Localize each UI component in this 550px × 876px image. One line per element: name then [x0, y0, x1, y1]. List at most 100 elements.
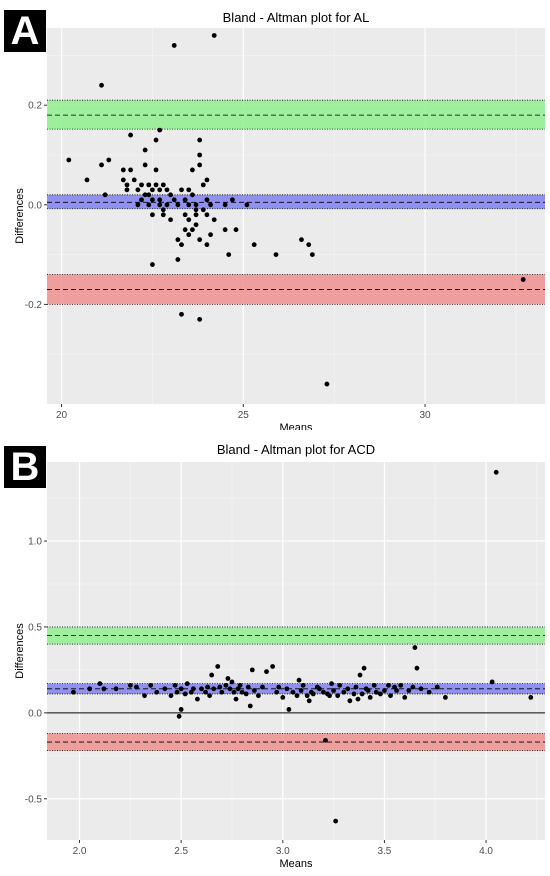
panel-b: B 2.0 2.5 3.0 3.5 4.0 -0.5 0.0 0.5 1.0 Bland - Al…: [0, 436, 550, 871]
data-point: [186, 187, 192, 193]
data-point: [251, 242, 257, 248]
data-point: [182, 212, 188, 218]
data-point: [197, 152, 203, 158]
x-tick-label: 3.0: [276, 846, 290, 857]
data-point: [211, 686, 217, 692]
data-point: [66, 157, 72, 163]
data-point: [357, 672, 363, 678]
data-point: [203, 689, 208, 695]
data-point: [211, 217, 217, 223]
data-point: [290, 689, 296, 695]
data-point: [197, 137, 203, 143]
data-point: [168, 217, 173, 223]
data-point: [222, 227, 228, 233]
data-point: [142, 147, 148, 153]
data-point: [296, 677, 302, 683]
data-point: [273, 252, 279, 257]
data-point: [204, 197, 210, 203]
data-point: [233, 227, 239, 233]
data-point: [351, 691, 357, 697]
data-point: [299, 237, 304, 243]
data-point: [227, 686, 233, 692]
data-point: [113, 686, 119, 692]
data-point: [171, 43, 177, 48]
data-point: [205, 684, 210, 690]
data-point: [153, 137, 159, 143]
bland-altman-chart-acd: 2.0 2.5 3.0 3.5 4.0 -0.5 0.0 0.5 1.0 Bland - Altm…: [14, 442, 545, 870]
data-point: [186, 232, 192, 238]
data-point: [414, 665, 420, 671]
data-point: [306, 242, 312, 248]
data-point: [309, 252, 315, 257]
data-point: [135, 187, 141, 193]
data-point: [150, 197, 155, 203]
data-point: [124, 187, 130, 193]
data-point: [215, 664, 221, 669]
data-point: [193, 212, 199, 218]
data-point: [148, 682, 154, 688]
data-point: [120, 167, 126, 173]
data-point: [347, 698, 353, 704]
data-point: [120, 177, 126, 183]
data-point: [131, 177, 137, 183]
data-point: [146, 192, 152, 198]
data-point: [124, 182, 130, 188]
data-point: [382, 688, 387, 693]
data-point: [160, 182, 166, 188]
data-point: [222, 202, 228, 208]
data-point: [101, 686, 107, 692]
data-point: [377, 691, 383, 697]
panel-letter-a: A: [4, 10, 46, 52]
data-point: [418, 686, 424, 692]
y-tick-label: 0.0: [28, 708, 42, 719]
data-point: [260, 684, 265, 690]
data-point: [197, 316, 203, 322]
data-point: [164, 187, 170, 193]
data-point: [142, 162, 148, 168]
data-point: [160, 212, 166, 218]
data-point: [520, 277, 526, 282]
data-point: [164, 202, 170, 208]
plot-panel: [47, 28, 545, 404]
x-axis-label: Means: [279, 422, 313, 430]
data-point: [193, 222, 199, 228]
data-point: [84, 177, 90, 183]
data-point: [184, 681, 190, 687]
data-point: [280, 694, 286, 700]
panel-letter-b: B: [4, 446, 46, 488]
data-point: [249, 667, 255, 673]
data-point: [175, 202, 181, 208]
data-point: [306, 698, 312, 704]
data-point: [150, 262, 155, 267]
data-point: [190, 227, 195, 233]
data-point: [359, 691, 365, 697]
data-point: [175, 257, 181, 262]
y-tick-label: -0.2: [25, 300, 43, 311]
data-point: [341, 689, 347, 695]
data-point: [160, 207, 166, 213]
data-point: [310, 691, 316, 697]
data-point: [150, 187, 155, 193]
data-point: [247, 703, 253, 709]
data-point: [207, 693, 213, 699]
data-point: [229, 197, 235, 203]
y-axis-label: Differences: [14, 623, 26, 679]
data-point: [179, 311, 184, 317]
data-point: [190, 167, 195, 173]
data-point: [204, 242, 210, 248]
data-point: [355, 696, 361, 702]
data-point: [245, 684, 251, 690]
data-point: [179, 242, 184, 248]
data-point: [178, 686, 184, 692]
data-point: [186, 202, 192, 208]
data-point: [426, 689, 432, 695]
data-point: [217, 684, 223, 690]
data-point: [193, 202, 199, 208]
data-point: [204, 177, 210, 183]
data-point: [150, 212, 155, 218]
data-point: [335, 693, 341, 699]
data-point: [128, 132, 134, 138]
data-point: [270, 664, 276, 669]
data-point: [190, 686, 196, 692]
data-point: [284, 686, 290, 692]
